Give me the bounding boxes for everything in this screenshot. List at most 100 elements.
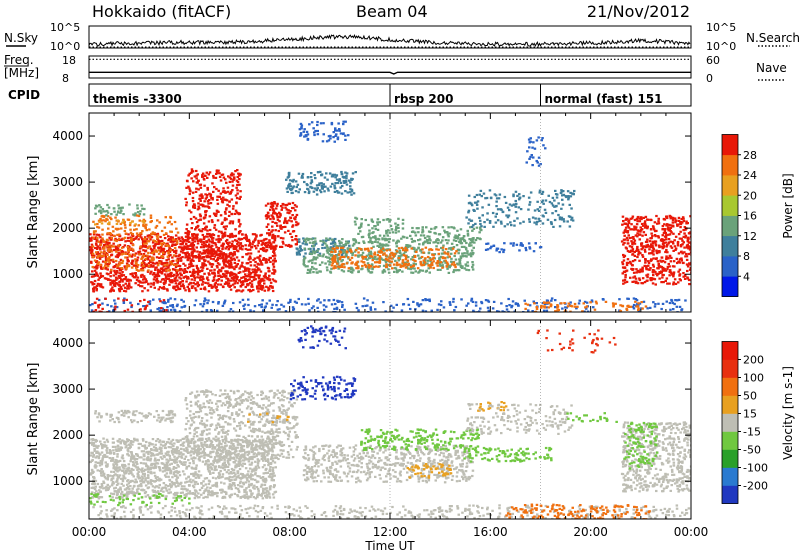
- range-cell: [183, 268, 187, 271]
- range-cell: [645, 218, 649, 221]
- range-cell: [391, 257, 394, 260]
- range-cell: [269, 260, 272, 263]
- range-cell: [231, 184, 235, 187]
- range-cell: [157, 249, 160, 252]
- range-cell: [218, 241, 221, 244]
- range-cell: [136, 276, 140, 279]
- range-cell: [113, 265, 116, 268]
- range-cell: [111, 245, 114, 248]
- range-cell: [129, 301, 132, 304]
- range-cell: [686, 265, 690, 268]
- range-cell: [335, 174, 339, 177]
- range-cell: [666, 265, 670, 268]
- range-cell: [208, 273, 211, 276]
- range-cell: [349, 188, 352, 191]
- range-cell: [220, 232, 224, 235]
- range-cell: [127, 233, 130, 236]
- range-cell: [479, 189, 483, 192]
- range-cell: [99, 241, 102, 244]
- range-cell: [181, 251, 185, 254]
- range-cell: [374, 240, 377, 243]
- range-cell: [291, 191, 294, 194]
- range-cell: [143, 298, 146, 301]
- range-cell: [117, 204, 120, 207]
- range-cell: [632, 236, 635, 239]
- range-cell: [429, 248, 432, 251]
- range-cell: [104, 255, 107, 258]
- range-cell: [470, 225, 474, 228]
- range-cell: [394, 222, 397, 225]
- range-cell: [536, 220, 539, 223]
- range-cell: [221, 253, 224, 256]
- range-cell: [338, 179, 342, 182]
- range-cell: [92, 256, 95, 259]
- range-cell: [411, 226, 414, 230]
- range-cell: [495, 205, 498, 208]
- range-cell: [455, 244, 459, 247]
- range-cell: [265, 261, 269, 264]
- range-cell: [201, 264, 204, 267]
- range-cell: [415, 227, 419, 230]
- range-cell: [371, 301, 375, 304]
- range-cell: [454, 258, 458, 261]
- range-cell: [193, 175, 197, 178]
- range-cell: [124, 226, 127, 229]
- range-cell: [443, 229, 446, 232]
- range-cell: [518, 193, 521, 196]
- range-cell: [227, 271, 230, 274]
- range-cell: [213, 274, 217, 277]
- range-cell: [315, 271, 318, 274]
- range-cell: [189, 211, 193, 214]
- range-cell: [406, 297, 410, 301]
- range-cell: [108, 221, 111, 224]
- range-cell: [172, 285, 175, 288]
- range-cell: [231, 220, 235, 223]
- range-cell: [256, 269, 259, 272]
- range-cell: [367, 253, 371, 256]
- range-cell: [231, 207, 235, 210]
- range-cell: [253, 268, 257, 271]
- range-cell: [273, 239, 277, 242]
- range-cell: [650, 258, 653, 261]
- range-cell: [169, 308, 173, 312]
- range-cell: [238, 301, 242, 304]
- range-cell: [444, 259, 447, 262]
- range-cell: [175, 241, 179, 245]
- range-cell: [466, 232, 470, 235]
- range-cell: [212, 212, 216, 215]
- range-cell: [211, 240, 214, 243]
- range-cell: [457, 269, 461, 272]
- range-cell: [286, 211, 289, 214]
- range-cell: [233, 253, 237, 256]
- range-cell: [298, 240, 301, 243]
- range-cell: [124, 290, 128, 293]
- range-cell: [478, 216, 481, 219]
- range-cell: [98, 254, 102, 257]
- range-cell: [91, 265, 94, 269]
- range-cell: [326, 178, 329, 181]
- range-cell: [190, 168, 194, 171]
- range-cell: [401, 227, 405, 230]
- range-cell: [126, 218, 130, 221]
- range-cell: [428, 257, 432, 260]
- range-cell: [553, 199, 556, 202]
- range-cell: [94, 207, 97, 210]
- range-cell: [123, 236, 127, 239]
- range-cell: [271, 236, 274, 239]
- range-cell: [167, 235, 170, 238]
- range-cell: [349, 268, 353, 271]
- range-cell: [661, 227, 664, 231]
- range-cell: [458, 262, 462, 265]
- range-cell: [229, 220, 232, 223]
- range-cell: [332, 239, 336, 242]
- range-cell: [538, 191, 541, 194]
- range-cell: [234, 228, 237, 231]
- range-cell: [134, 261, 138, 264]
- range-cell: [236, 263, 239, 266]
- range-cell: [347, 250, 350, 253]
- range-cell: [668, 282, 671, 285]
- range-cell: [235, 290, 238, 293]
- range-cell: [345, 262, 349, 265]
- range-cell: [344, 243, 348, 246]
- range-cell: [101, 208, 105, 211]
